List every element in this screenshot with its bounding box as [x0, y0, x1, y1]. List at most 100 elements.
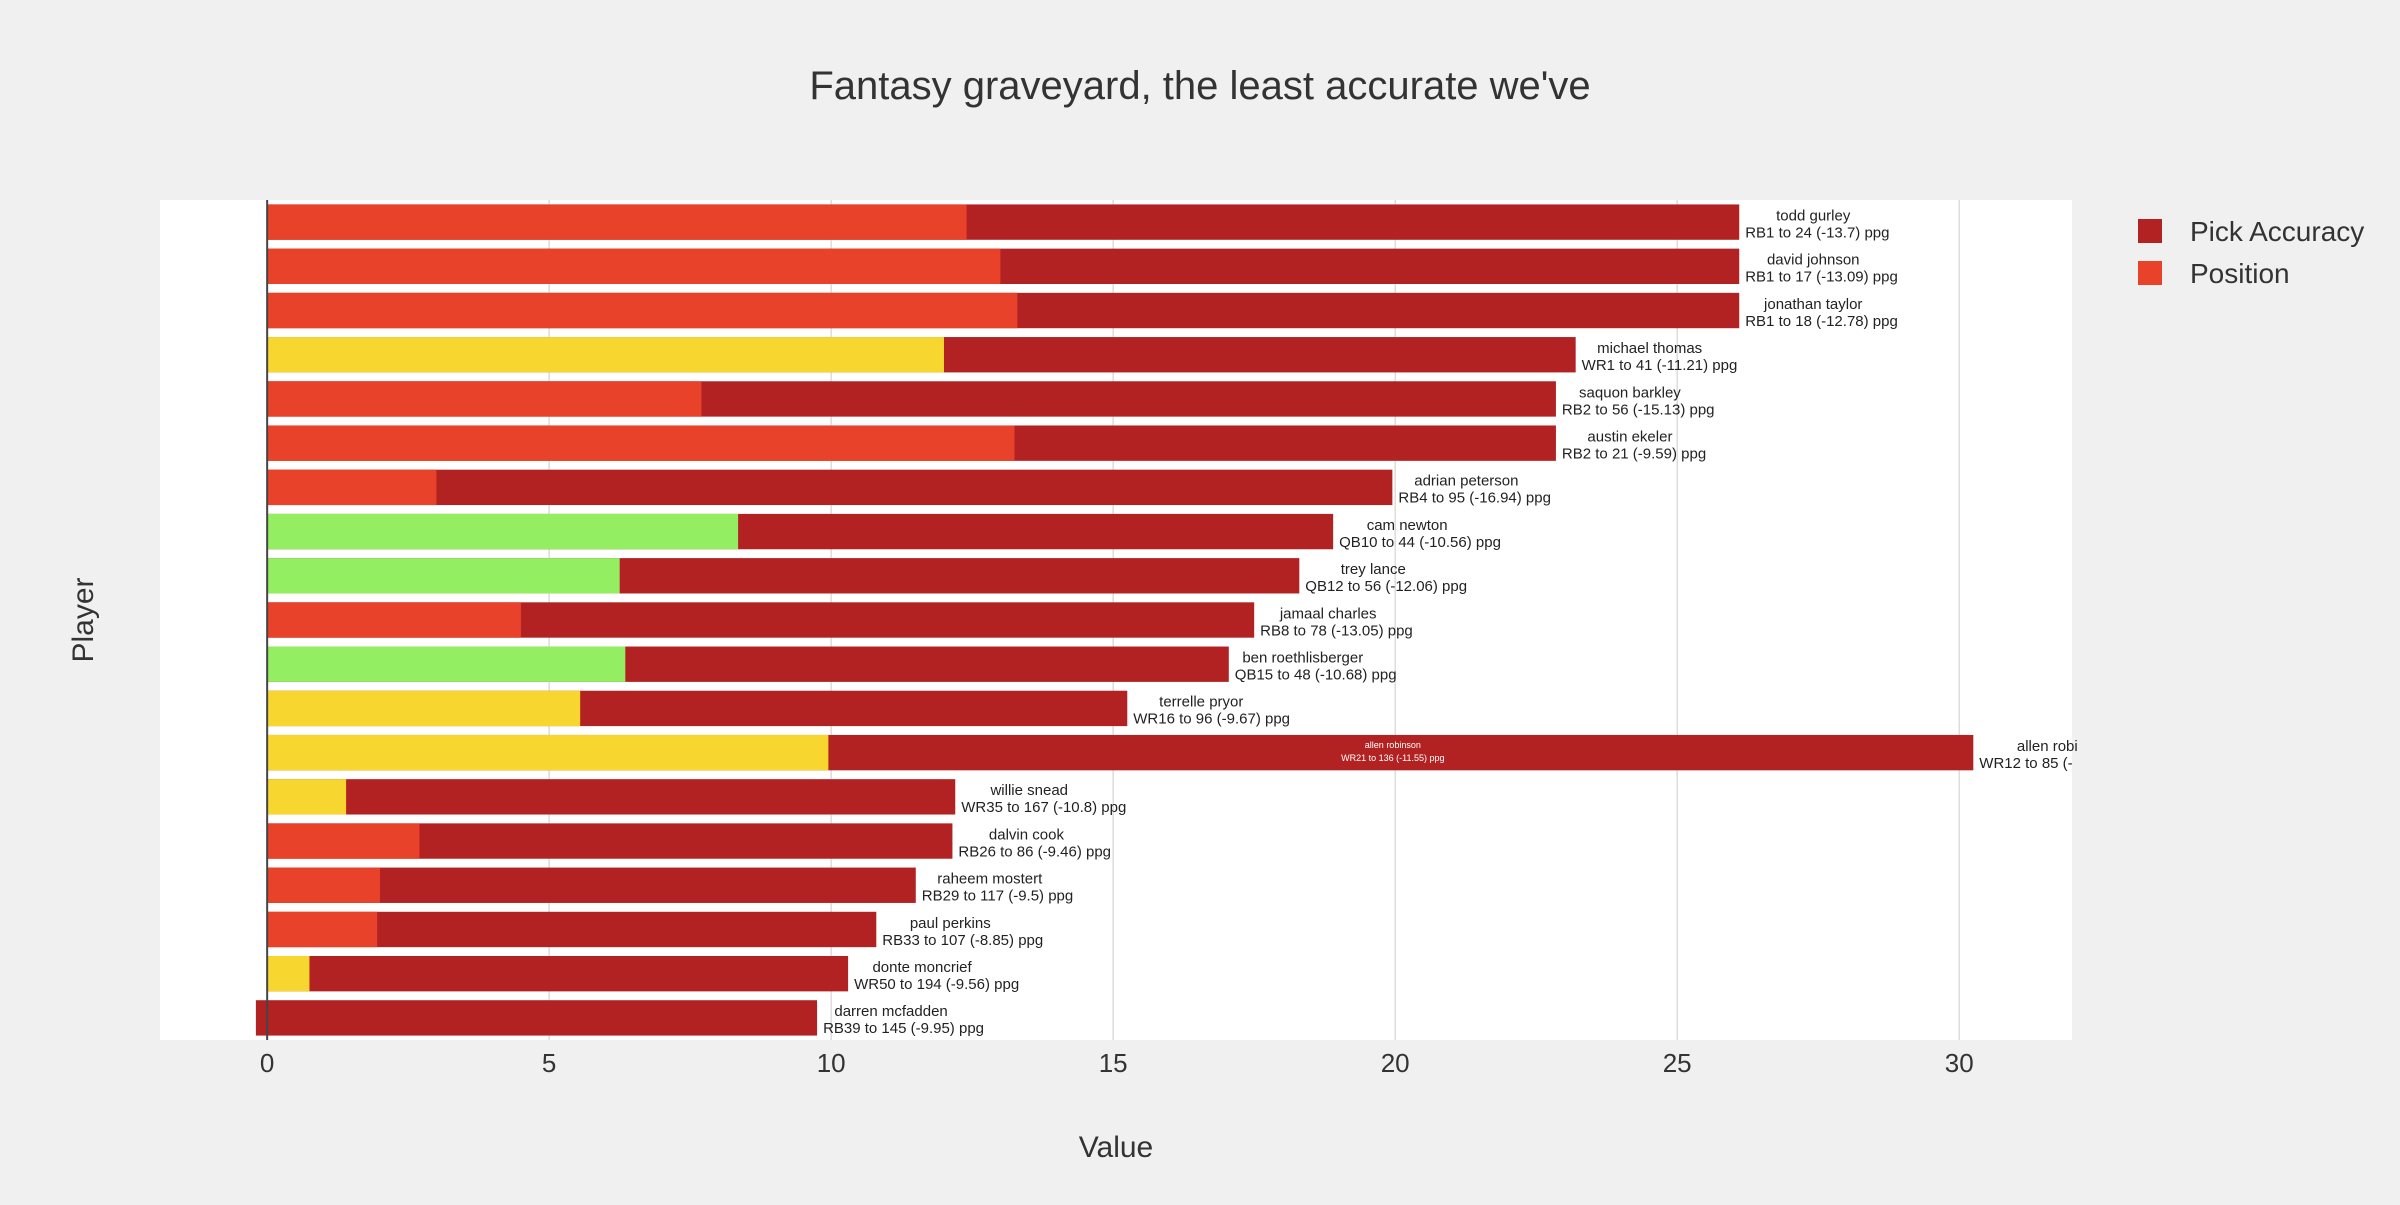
player-name-label: willie snead — [989, 782, 1068, 799]
player-detail-label: RB4 to 95 (-16.94) ppg — [1398, 490, 1551, 507]
bar-position — [267, 292, 1018, 329]
player-name-label: donte moncrief — [872, 959, 972, 976]
bar-position — [267, 823, 420, 859]
player-detail-label: RB1 to 17 (-13.09) ppg — [1745, 269, 1898, 286]
player-name-label: darren mcfadden — [834, 1003, 947, 1020]
player-name-label: allen robi — [2017, 738, 2078, 755]
bar-position — [267, 425, 1015, 461]
bar-pick-accuracy — [267, 956, 849, 992]
x-tick-label: 5 — [542, 1048, 556, 1078]
player-detail-label: RB1 to 18 (-12.78) ppg — [1745, 313, 1898, 330]
bar-pick-accuracy — [267, 469, 1393, 506]
inside-detail-label: WR21 to 136 (-11.55) ppg — [1341, 753, 1444, 763]
y-axis-title: Player — [67, 577, 100, 662]
player-detail-label: RB2 to 56 (-15.13) ppg — [1562, 401, 1715, 418]
x-tick-label: 0 — [260, 1048, 274, 1078]
bar-position — [267, 602, 521, 638]
bar-position — [267, 558, 620, 594]
player-name-label: david johnson — [1767, 252, 1860, 269]
bar-position — [267, 779, 347, 815]
legend: Pick Accuracy Position — [2138, 216, 2364, 289]
bar-position — [267, 956, 310, 992]
bar-position — [267, 337, 944, 373]
player-name-label: terrelle pryor — [1159, 694, 1243, 711]
bar-position — [267, 248, 1001, 284]
bar-position — [267, 646, 626, 682]
inside-name-label: allen robinson — [1365, 740, 1421, 750]
player-detail-label: WR50 to 194 (-9.56) ppg — [854, 976, 1019, 993]
player-detail-label: QB15 to 48 (-10.68) ppg — [1235, 667, 1397, 684]
player-name-label: trey lance — [1341, 561, 1406, 578]
legend-swatch — [2138, 219, 2162, 243]
player-name-label: todd gurley — [1776, 207, 1851, 224]
player-detail-label: WR1 to 41 (-11.21) ppg — [1582, 357, 1738, 374]
player-detail-label: RB33 to 107 (-8.85) ppg — [882, 932, 1043, 949]
player-detail-label: RB8 to 78 (-13.05) ppg — [1260, 622, 1413, 639]
player-name-label: cam newton — [1367, 517, 1448, 534]
bar-pick-accuracy — [255, 1000, 818, 1036]
player-detail-label: RB39 to 145 (-9.95) ppg — [823, 1020, 984, 1037]
player-name-label: saquon barkley — [1579, 384, 1681, 401]
player-name-label: michael thomas — [1597, 340, 1702, 357]
player-detail-label: RB1 to 24 (-13.7) ppg — [1745, 224, 1889, 241]
player-detail-label: QB10 to 44 (-10.56) ppg — [1339, 534, 1501, 551]
bar-position — [267, 734, 829, 771]
bar-position — [267, 513, 739, 550]
legend-swatch — [2138, 261, 2162, 285]
player-detail-label: WR12 to 85 (- — [1979, 755, 2072, 772]
player-name-label: paul perkins — [910, 915, 991, 932]
player-name-label: austin ekeler — [1587, 428, 1672, 445]
player-detail-label: RB26 to 86 (-9.46) ppg — [958, 843, 1111, 860]
bar-position — [267, 690, 581, 727]
bar-position — [267, 381, 702, 417]
axes: 0 5 10 15 20 25 30 — [260, 200, 1974, 1078]
x-axis-title: Value — [1079, 1131, 1154, 1164]
player-detail-label: RB2 to 21 (-9.59) ppg — [1562, 445, 1706, 462]
player-name-label: ben roethlisberger — [1242, 650, 1363, 667]
player-detail-label: WR35 to 167 (-10.8) ppg — [961, 799, 1126, 816]
bar-pick-accuracy — [267, 779, 956, 815]
player-name-label: jamaal charles — [1279, 605, 1377, 622]
player-detail-label: QB12 to 56 (-12.06) ppg — [1305, 578, 1467, 595]
player-name-label: dalvin cook — [989, 826, 1065, 843]
player-name-label: adrian peterson — [1414, 473, 1518, 490]
player-name-label: jonathan taylor — [1763, 296, 1862, 313]
bar-position — [267, 867, 380, 903]
bar-position — [267, 911, 378, 948]
x-tick-label: 20 — [1381, 1048, 1410, 1078]
bar-position — [267, 469, 437, 506]
player-detail-label: WR16 to 96 (-9.67) ppg — [1133, 711, 1290, 728]
x-tick-label: 30 — [1945, 1048, 1974, 1078]
x-tick-label: 15 — [1099, 1048, 1128, 1078]
bars — [255, 204, 1974, 1036]
player-detail-label: RB29 to 117 (-9.5) ppg — [922, 888, 1073, 905]
legend-label: Pick Accuracy — [2190, 216, 2364, 247]
bar-position — [267, 204, 967, 240]
x-tick-label: 10 — [817, 1048, 846, 1078]
x-tick-label: 25 — [1663, 1048, 1692, 1078]
legend-label: Position — [2190, 258, 2290, 289]
chart-title: Fantasy graveyard, the least accurate we… — [809, 64, 1590, 108]
